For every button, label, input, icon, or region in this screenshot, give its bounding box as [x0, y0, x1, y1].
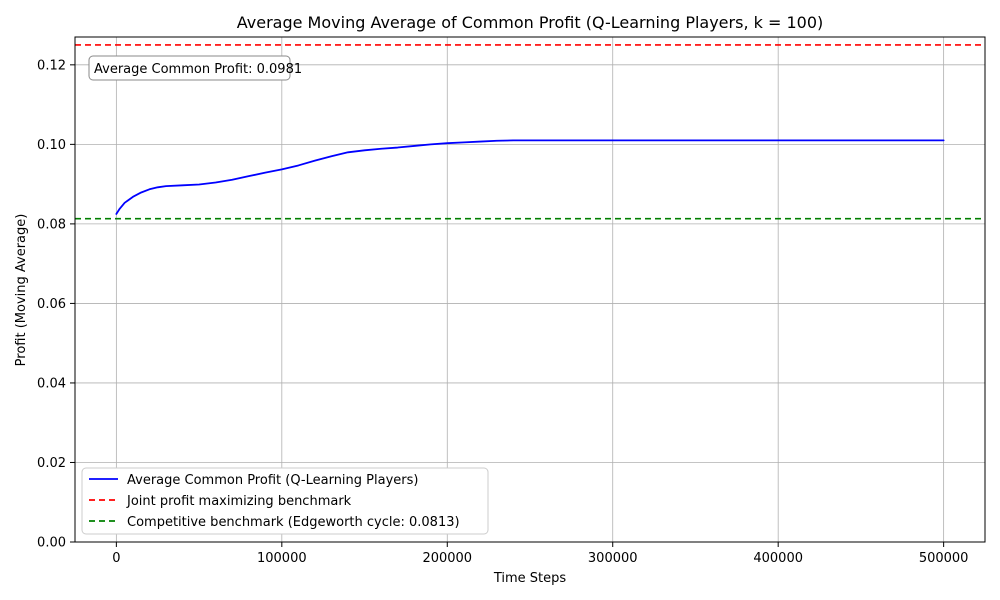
- legend-frame: [81, 467, 489, 535]
- average-common-profit-line: [115, 139, 945, 215]
- annotation-box: Average Common Profit: 0.0981: [88, 55, 302, 81]
- y-tick-label: 0.06: [37, 297, 66, 312]
- y-tick-label: 0.00: [37, 536, 66, 551]
- x-tick-label: 500000: [919, 551, 969, 566]
- series-layer: [75, 44, 985, 220]
- plot-frame: [74, 36, 986, 543]
- annotation-text: Average Common Profit: 0.0981: [94, 62, 302, 77]
- x-tick-label: 100000: [257, 551, 307, 566]
- y-tick-label: 0.02: [37, 456, 66, 471]
- y-tick-label: 0.10: [37, 138, 66, 153]
- x-tick-label: 300000: [588, 551, 638, 566]
- chart-title: Average Moving Average of Common Profit …: [237, 13, 823, 32]
- x-tick-label: 400000: [753, 551, 803, 566]
- x-tick-label: 0: [112, 551, 120, 566]
- y-tick-label: 0.04: [37, 376, 66, 391]
- axes-layer: [74, 36, 986, 543]
- legend-label-competitive-benchmark: Competitive benchmark (Edgeworth cycle: …: [127, 515, 460, 530]
- annotation-box-frame: [88, 55, 291, 81]
- legend-label-average-common-profit: Average Common Profit (Q-Learning Player…: [127, 473, 418, 488]
- x-tick-label: 200000: [422, 551, 472, 566]
- y-tick-label: 0.08: [37, 217, 66, 232]
- legend-label-joint-profit-benchmark: Joint profit maximizing benchmark: [126, 494, 352, 509]
- legend: Average Common Profit (Q-Learning Player…: [81, 467, 489, 535]
- x-axis-title: Time Steps: [493, 571, 567, 586]
- y-tick-label: 0.12: [37, 58, 66, 73]
- ticks-layer: 0 100000 200000 300000 400000 500000 0.00 0.02 0…: [37, 58, 968, 566]
- y-axis-title: Profit (Moving Average): [14, 214, 29, 367]
